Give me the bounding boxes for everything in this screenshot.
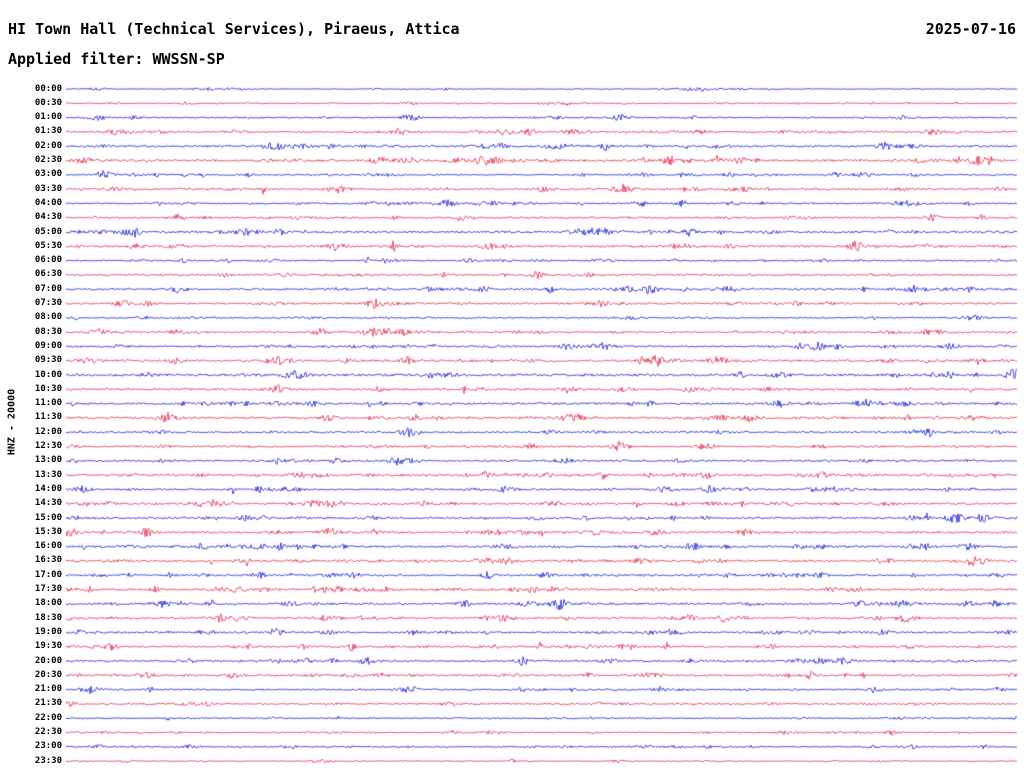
row-time-label: 13:30 bbox=[34, 469, 62, 480]
row-time-label: 20:30 bbox=[34, 669, 62, 680]
row-time-label: 21:00 bbox=[34, 684, 62, 695]
row-time-label: 07:00 bbox=[34, 283, 62, 294]
row-time-label: 17:30 bbox=[34, 584, 62, 594]
row-time-label: 12:00 bbox=[34, 426, 62, 437]
row-time-label: 18:00 bbox=[34, 598, 62, 609]
row-time-label: 01:30 bbox=[34, 126, 62, 137]
row-time-label: 03:30 bbox=[34, 183, 62, 194]
row-time-label: 03:00 bbox=[34, 169, 62, 180]
row-time-label: 08:00 bbox=[34, 312, 62, 323]
row-time-label: 20:00 bbox=[34, 655, 62, 666]
row-time-label: 12:30 bbox=[34, 441, 62, 451]
row-time-label: 06:00 bbox=[34, 255, 62, 266]
row-time-label: 10:00 bbox=[34, 369, 62, 380]
row-time-label: 04:30 bbox=[34, 212, 62, 223]
row-time-label: 05:30 bbox=[34, 240, 62, 251]
row-time-label: 00:00 bbox=[34, 83, 62, 94]
row-time-label: 17:00 bbox=[34, 569, 62, 580]
row-time-label: 00:30 bbox=[34, 97, 62, 108]
row-time-label: 02:00 bbox=[34, 140, 62, 151]
row-time-label: 23:00 bbox=[34, 741, 62, 752]
row-time-label: 23:30 bbox=[34, 755, 62, 766]
row-time-label: 07:30 bbox=[34, 298, 62, 308]
row-time-label: 05:00 bbox=[34, 226, 62, 237]
row-time-label: 10:30 bbox=[34, 383, 62, 394]
record-date: 2025-07-16 bbox=[925, 20, 1016, 38]
row-time-label: 19:00 bbox=[34, 626, 62, 637]
row-time-label: 08:30 bbox=[34, 326, 62, 337]
row-time-label: 16:30 bbox=[34, 555, 62, 566]
row-time-label: 11:00 bbox=[34, 398, 62, 409]
row-time-label: 11:30 bbox=[34, 412, 62, 423]
applied-filter-label: Applied filter: WWSSN-SP bbox=[8, 50, 225, 68]
row-time-label: 09:30 bbox=[34, 355, 62, 366]
row-time-label: 13:00 bbox=[34, 455, 62, 466]
row-time-label: 22:00 bbox=[34, 712, 62, 723]
row-time-label: 15:30 bbox=[34, 526, 62, 537]
station-title: HI Town Hall (Technical Services), Pirae… bbox=[8, 20, 460, 38]
row-time-label: 09:00 bbox=[34, 340, 62, 351]
seismogram-traces bbox=[66, 80, 1018, 776]
row-time-label: 19:30 bbox=[34, 641, 62, 652]
row-time-label: 15:00 bbox=[34, 512, 62, 523]
row-time-label: 22:30 bbox=[34, 727, 62, 737]
row-time-label: 01:00 bbox=[34, 112, 62, 123]
row-time-label: 14:30 bbox=[34, 498, 62, 509]
row-time-label: 02:30 bbox=[34, 155, 62, 165]
row-time-label: 16:00 bbox=[34, 541, 62, 552]
row-time-label: 04:00 bbox=[34, 197, 62, 208]
row-time-label: 14:00 bbox=[34, 483, 62, 494]
row-time-label: 21:30 bbox=[34, 698, 62, 709]
row-time-label: 06:30 bbox=[34, 269, 62, 280]
row-time-label: 18:30 bbox=[34, 612, 62, 623]
